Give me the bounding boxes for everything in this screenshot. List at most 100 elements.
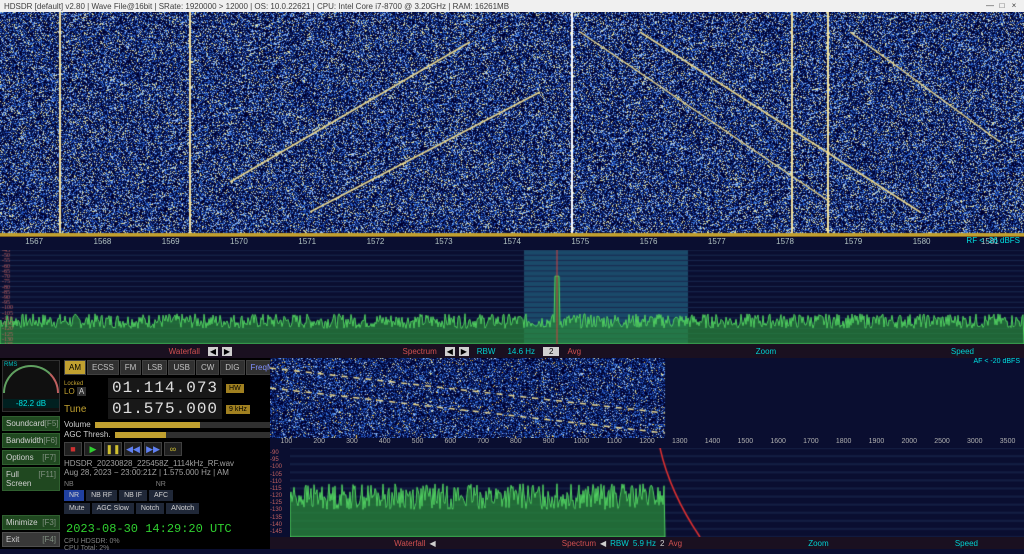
spectrum-lower[interactable]: -90-95-100-105-110-115-120-125-130-135-1… (270, 448, 1024, 537)
audio-tick: 300 (336, 438, 369, 448)
freq-tick: 1574 (478, 236, 546, 250)
spectrum-label: Spectrum (399, 347, 441, 356)
db-tick: -130 (270, 507, 290, 513)
sp-left-lower-icon[interactable]: ◀ (600, 539, 606, 548)
db-tick: -140 (270, 522, 290, 528)
lo-band[interactable]: A (77, 387, 86, 396)
pause-button[interactable]: ❚❚ (104, 442, 122, 456)
dsp-nr[interactable]: NR (64, 490, 84, 501)
close-icon[interactable]: × (1008, 1, 1020, 11)
tune-label: Tune (64, 404, 104, 415)
agc-slider[interactable] (115, 432, 286, 438)
waterfall-label: Waterfall (165, 347, 204, 356)
zoom-label[interactable]: Zoom (752, 347, 780, 356)
dsp-afc[interactable]: AFC (149, 490, 173, 501)
rf-level-label: RF < -26 dBFS (966, 236, 1020, 245)
audio-tick: 100 (270, 438, 303, 448)
dsp-notch[interactable]: Notch (136, 503, 164, 514)
db-tick: -120 (270, 493, 290, 499)
audio-tick: 3500 (991, 438, 1024, 448)
freq-tick: 1578 (751, 236, 819, 250)
tune-digits[interactable]: 01.575.000 (108, 399, 222, 419)
mode-ecss[interactable]: ECSS (87, 360, 119, 375)
audio-tick: 2500 (926, 438, 959, 448)
mode-cw[interactable]: CW (196, 360, 219, 375)
freq-tick: 1577 (683, 236, 751, 250)
mode-dig[interactable]: DIG (220, 360, 244, 375)
spectrum-control-bar-lower: Waterfall ◀ Spectrum ◀ RBW 5.9 Hz 2 Avg … (270, 537, 1024, 549)
dsp-mute[interactable]: Mute (64, 503, 90, 514)
speed-label-lower[interactable]: Speed (955, 539, 978, 548)
lo-frequency-row: Locked LO A 01.114.073 HW (64, 378, 286, 398)
cpu-hdsdr: CPU HDSDR: 0% (64, 538, 286, 545)
side-bandwidth[interactable]: Bandwidth[F6] (2, 433, 60, 448)
agc-label: AGC Thresh. (64, 430, 111, 439)
speed-label[interactable]: Speed (947, 347, 978, 356)
forward-button[interactable]: ▶▶ (144, 442, 162, 456)
spectrum-upper[interactable] (0, 250, 1024, 344)
stop-button[interactable]: ■ (64, 442, 82, 456)
audio-tick: 200 (303, 438, 336, 448)
frequency-scale[interactable]: RF < -26 dBFS 15671568156915701571157215… (0, 236, 1024, 250)
minimize-icon[interactable]: — (984, 1, 996, 11)
tune-frequency-row: Tune 01.575.000 9 kHz (64, 399, 286, 419)
waterfall-left-icon[interactable]: ◀ (208, 347, 218, 356)
audio-tick: 800 (499, 438, 532, 448)
dsp-agc-slow[interactable]: AGC Slow (92, 503, 134, 514)
zoom-label-lower[interactable]: Zoom (808, 539, 828, 548)
audio-tick: 1900 (860, 438, 893, 448)
nb-label: NB (64, 481, 74, 488)
audio-tick: 600 (434, 438, 467, 448)
freq-tick: 1567 (0, 236, 68, 250)
rewind-button[interactable]: ◀◀ (124, 442, 142, 456)
freq-tick: 1571 (273, 236, 341, 250)
volume-label: Volume (64, 420, 91, 429)
audio-tick: 1300 (663, 438, 696, 448)
mode-usb[interactable]: USB (168, 360, 194, 375)
waterfall-label-lower: Waterfall (394, 539, 425, 548)
waterfall-upper[interactable] (0, 12, 1024, 236)
side-options[interactable]: Options[F7] (2, 450, 60, 465)
db-tick: -90 (270, 450, 290, 456)
avg-label-lower: Avg (668, 539, 682, 548)
spectrum-right-icon[interactable]: ▶ (459, 347, 469, 356)
avg-input-lower[interactable]: 2 (660, 539, 664, 548)
file-info: Aug 28, 2023 − 23:00:21Z | 1.575.000 Hz … (64, 468, 286, 477)
waterfall-lower[interactable] (270, 358, 1024, 438)
audio-tick: 1600 (762, 438, 795, 448)
audio-panel: AF < -20 dBFS 10020030040050060070080090… (270, 358, 1024, 549)
db-tick: -125 (270, 500, 290, 506)
avg-input[interactable]: 2 (543, 347, 559, 356)
dsp-anotch[interactable]: ANotch (166, 503, 199, 514)
loop-button[interactable]: ∞ (164, 442, 182, 456)
db-scale-lower: -90-95-100-105-110-115-120-125-130-135-1… (270, 448, 290, 537)
audio-frequency-scale[interactable]: AF < -20 dBFS 10020030040050060070080090… (270, 438, 1024, 448)
audio-tick: 1000 (565, 438, 598, 448)
side-soundcard[interactable]: Soundcard[F5] (2, 416, 60, 431)
mode-selector: AMECSSFMLSBUSBCWDIGFreqMgr (64, 360, 286, 375)
spectrum-control-bar-upper: Waterfall ◀ ▶ Spectrum ◀ ▶ RBW 14.6 Hz 2… (0, 344, 1024, 358)
waterfall-right-icon[interactable]: ▶ (222, 347, 232, 356)
lo-unit[interactable]: HW (226, 384, 244, 393)
spectrum-left-icon[interactable]: ◀ (445, 347, 455, 356)
db-tick: -100 (270, 464, 290, 470)
play-button[interactable]: ▶ (84, 442, 102, 456)
dsp-nb-if[interactable]: NB IF (119, 490, 147, 501)
dsp-nb-rf[interactable]: NB RF (86, 490, 117, 501)
mode-fm[interactable]: FM (120, 360, 142, 375)
lo-digits[interactable]: 01.114.073 (108, 378, 222, 398)
mode-lsb[interactable]: LSB (142, 360, 167, 375)
mode-am[interactable]: AM (64, 360, 86, 375)
file-name: HDSDR_20230828_225458Z_1114kHz_RF.wav (64, 459, 286, 468)
lo-label: LO (64, 387, 75, 396)
af-level-label: AF < -20 dBFS (974, 358, 1021, 365)
db-tick: -135 (270, 515, 290, 521)
tune-unit[interactable]: 9 kHz (226, 405, 250, 414)
wf-left-lower-icon[interactable]: ◀ (429, 539, 435, 548)
maximize-icon[interactable]: □ (996, 1, 1008, 11)
side-exit[interactable]: Exit[F4] (2, 532, 60, 547)
meter-value: -82.2 dB (3, 399, 59, 408)
volume-slider[interactable] (95, 422, 286, 428)
side-minimize[interactable]: Minimize[F3] (2, 515, 60, 530)
side-full-screen[interactable]: Full Screen[F11] (2, 467, 60, 491)
